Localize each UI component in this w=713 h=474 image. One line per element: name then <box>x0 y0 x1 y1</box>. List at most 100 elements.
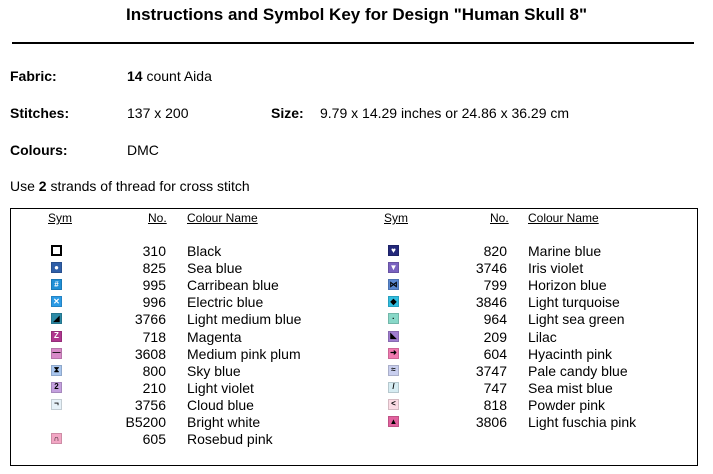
key-colour-name: Cloud blue <box>187 396 254 413</box>
size-label: Size: <box>271 105 304 121</box>
arrow-icon: ➜ <box>388 347 399 359</box>
key-row-right: <818 Powder pink <box>0 397 700 414</box>
fabric-value: 14 count Aida <box>127 68 212 84</box>
key-row-right: · 964 Light sea green <box>0 311 700 328</box>
strands-prefix: Use <box>10 178 35 194</box>
key-row-left: ¬ 3756 Cloud blue <box>0 397 700 414</box>
key-colour-number: 964 <box>483 311 507 328</box>
key-colour-name: Light sea green <box>528 311 625 328</box>
key-colour-number: 718 <box>142 328 166 345</box>
dash-icon: — <box>51 347 62 359</box>
blank-icon <box>51 416 62 427</box>
key-colour-number: 310 <box>142 243 166 259</box>
arch-icon: ∩ <box>51 433 62 445</box>
key-colour-number: 3766 <box>134 311 166 328</box>
slash-icon: / <box>388 381 399 393</box>
key-row-right: ◣ 209 Lilac <box>0 329 700 346</box>
key-row-right: / 747 Sea mist blue <box>0 380 700 397</box>
header-sym-right: Sym <box>384 211 408 225</box>
key-colour-name: Light medium blue <box>187 311 302 328</box>
key-colour-number: 604 <box>483 345 507 362</box>
strands-note: Use 2 strands of thread for cross stitch <box>10 178 250 194</box>
key-row-right: ▲ 3806 Light fuschia pink <box>0 414 700 431</box>
key-colour-name: Rosebud pink <box>187 431 273 448</box>
header-name-right: Colour Name <box>528 211 599 225</box>
key-row-right: ◆ 3846 Light turquoise <box>0 294 700 311</box>
key-colour-name: Electric blue <box>187 294 264 311</box>
key-colour-number: 3608 <box>134 345 166 362</box>
key-colour-name: Hyacinth pink <box>528 345 613 362</box>
key-colour-name: Light turquoise <box>528 294 620 311</box>
strands-count: 2 <box>38 178 47 194</box>
fabric-count: 14 <box>127 68 143 84</box>
two-icon: 2 <box>51 381 62 393</box>
key-colour-name: Marine blue <box>528 243 602 259</box>
fabric-unit: count Aida <box>146 68 212 84</box>
key-row-left: ∩ 605 Rosebud pink <box>0 431 700 448</box>
key-colour-number: 3846 <box>475 294 507 311</box>
key-row-left: ◢ 3766 Light medium blue <box>0 311 700 328</box>
key-colour-name: Black <box>187 243 222 259</box>
key-colour-name: Light fuschia pink <box>528 414 637 430</box>
key-colour-number: 3806 <box>475 414 507 430</box>
colours-value: DMC <box>127 142 159 158</box>
stitches-label: Stitches: <box>10 105 70 121</box>
corner-triangle-icon: ◣ <box>388 330 399 342</box>
dot-icon: · <box>388 313 399 325</box>
key-colour-number: 3746 <box>475 260 507 277</box>
waves-icon: ≈ <box>388 364 399 376</box>
hash-icon: # <box>51 279 62 291</box>
hourglass-icon: ⧗ <box>51 364 62 376</box>
key-colour-name: Carribean blue <box>187 277 279 294</box>
key-colour-name: Bright white <box>187 414 261 430</box>
key-colour-number: 209 <box>483 328 507 345</box>
key-colour-name: Light violet <box>187 379 254 396</box>
key-row-right: ➜ 604 Hyacinth pink <box>0 346 700 363</box>
key-row-left: Z 718 Magenta <box>0 329 700 346</box>
key-row-left: 2 210 Light violet <box>0 380 700 397</box>
key-colour-name: Powder pink <box>528 396 606 413</box>
bowtie-icon: ⋈ <box>388 279 399 291</box>
key-colour-name: Sea blue <box>187 260 243 277</box>
header-no-right: No. <box>490 211 509 225</box>
key-colour-number: 3756 <box>134 396 166 413</box>
strands-suffix: strands of thread for cross stitch <box>50 178 250 194</box>
header-name-left: Colour Name <box>187 211 258 225</box>
key-row-right: ⋈ 799 Horizon blue <box>0 277 700 294</box>
key-colour-number: 995 <box>142 277 166 294</box>
triangle-icon: ◢ <box>51 313 62 325</box>
key-colour-name: Pale candy blue <box>528 362 628 379</box>
symbol-key-box <box>10 208 698 466</box>
less-than-icon: < <box>388 398 399 410</box>
key-row-left: 310 Black <box>0 243 700 260</box>
corner-icon: ¬ <box>51 398 62 410</box>
key-colour-number: B5200 <box>125 414 166 430</box>
key-colour-name: Horizon blue <box>528 277 607 294</box>
key-colour-number: 3747 <box>475 362 507 379</box>
key-colour-name: Sea mist blue <box>528 379 613 396</box>
key-colour-number: 210 <box>142 379 166 396</box>
key-colour-name: Medium pink plum <box>187 345 301 362</box>
key-colour-number: 820 <box>483 243 507 259</box>
key-colour-number: 800 <box>142 362 166 379</box>
key-row-right: ♥ 820 Marine blue <box>0 243 700 260</box>
page-title: Instructions and Symbol Key for Design "… <box>125 5 588 24</box>
circle-icon: ● <box>51 262 62 274</box>
header-sym-left: Sym <box>48 211 72 225</box>
key-row-left: #995 Carribean blue <box>0 277 700 294</box>
key-colour-number: 996 <box>142 294 166 311</box>
key-colour-number: 799 <box>483 277 507 294</box>
colours-label: Colours: <box>10 142 68 158</box>
heart-icon: ♥ <box>388 245 399 256</box>
key-colour-name: Sky blue <box>187 362 241 379</box>
key-row-right: ≈3747 Pale candy blue <box>0 363 700 380</box>
key-row-left: ⧗ 800 Sky blue <box>0 363 700 380</box>
key-row-left: ✕ 996 Electric blue <box>0 294 700 311</box>
header-no-left: No. <box>148 211 167 225</box>
key-colour-number: 605 <box>142 431 166 448</box>
key-colour-number: 818 <box>483 396 507 413</box>
key-colour-name: Iris violet <box>528 260 584 277</box>
diamond-icon: ◆ <box>388 296 399 308</box>
stitches-value: 137 x 200 <box>127 105 189 121</box>
title-underline <box>12 42 694 44</box>
